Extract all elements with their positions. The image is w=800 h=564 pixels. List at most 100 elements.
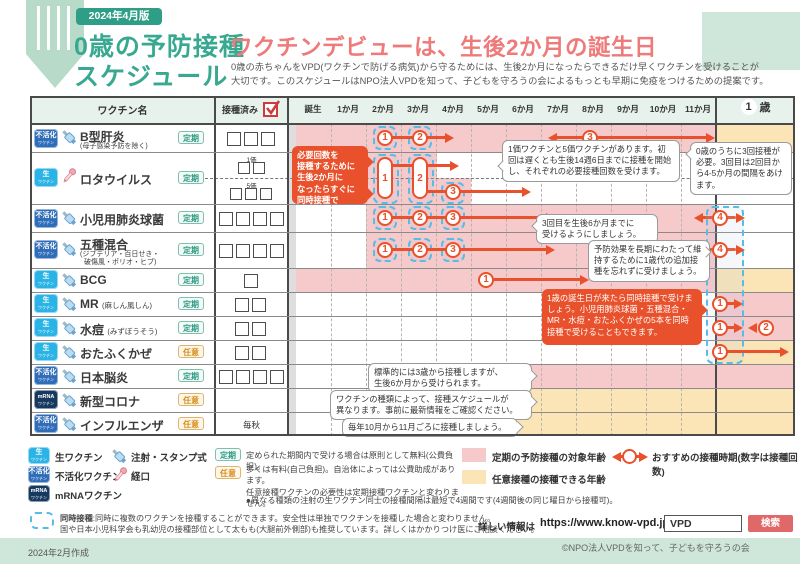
dose-checkbox[interactable] [270,370,284,384]
optional-color-swatch [462,470,486,484]
headline: ワクチンデビューは、生後2か月の誕生日 [230,35,658,60]
dose-checkbox[interactable] [253,244,267,258]
rota-1v-label: 1価 [246,157,257,164]
description: 0歳の赤ちゃんをVPD(ワクチンで防げる病気)から守るためには、生後2か月になっ… [231,62,769,87]
dose-checkbox[interactable] [235,298,249,312]
dose-checkbox[interactable] [252,298,266,312]
vaccine-type-icon: 不活化 ワクチン [34,129,58,148]
dose-checkbox[interactable] [230,188,242,200]
dose-checkbox[interactable] [244,274,258,288]
dose-marker: 3 [445,242,461,258]
search-input[interactable]: VPD [664,515,742,532]
dose-marker: 1 [478,272,494,288]
age-label: 8か月 [582,104,604,114]
dose-checkbox[interactable] [252,322,266,336]
syringe-icon [62,297,77,312]
legend-inactivated-label: 不活化ワクチン [55,472,122,483]
vaccine-name: インフルエンザ [80,419,164,433]
dose-marker: 1 [377,210,393,226]
dose-checkbox[interactable] [236,244,250,258]
dose-checkbox[interactable] [244,132,258,146]
dose-marker: 2 [412,210,428,226]
edition-badge: 2024年4月版 [76,8,162,25]
dose-checkbox[interactable] [219,212,233,226]
vaccine-type-icon: 不活化 ワクチン [34,414,58,433]
dose-checkbox[interactable] [227,132,241,146]
legend-routine-text: 定められた期間内で受ける場合は原則として無料(公費負担)。 [246,451,454,472]
dose-marker: 2 [758,320,774,336]
callout-booster: 予防効果を長期にわたって維持するために1歳代の追加接種を忘れずに受けましょう。 [588,240,710,282]
vaccine-name: MR (麻しん風しん) [80,297,153,311]
search-button[interactable]: 検索 [748,515,793,532]
vaccine-name: B型肝炎 [80,130,125,144]
vaccine-type-icon: 生ワクチン [34,318,58,337]
callout-rota-start: 必要回数を 接種するために 生後2か月に なったらすぐに 同時接種で 受けましょ… [292,146,368,216]
routine-band [506,364,795,388]
dose-checkbox[interactable] [245,188,257,200]
callout-hepb-third: 0歳のうちに3回接種が必要。3回目は2回目から4-5か月の間隔をあけます。 [690,142,792,195]
dose-checkbox[interactable] [270,212,284,226]
dose-checkbox[interactable] [219,370,233,384]
vaccine-type-icon: 不活化 ワクチン [34,209,58,228]
syringe-icon [62,393,77,408]
syringe-icon [62,130,77,145]
dose-marker: 1 [712,296,728,312]
copyright: ©NPO法人VPDを知って、子どもを守ろうの会 [562,543,750,553]
dose-checkbox[interactable] [261,132,275,146]
age-one-year: 1 歳 [716,99,795,115]
dose-checkbox[interactable] [236,212,250,226]
callout-first-birthday: 1歳の誕生日が来たら同時接種で受けましょう。小児用肺炎球菌・五種混合・MR・水痘… [542,289,702,345]
dose-checkbox[interactable] [235,346,249,360]
created-date: 2024年2月作成 [28,548,90,558]
dose-checkbox[interactable] [238,162,250,174]
column-border [287,96,289,436]
optional-band [506,412,795,436]
optional-band [506,388,795,412]
vaccine-name: 小児用肺炎球菌 [80,213,165,227]
routine-badge: 定期 [178,321,204,334]
legend-arrow-label: おすすめの接種時期(数字は接種回数) [652,453,798,478]
routine-badge: 定期 [178,369,204,382]
dropper-icon [114,467,128,482]
syringe-icon [62,417,77,432]
vaccine-name: 日本脳炎 [80,371,129,385]
dose-checkbox[interactable] [253,370,267,384]
flu-autumn-note: 毎秋 [242,420,260,430]
page-title-line2: スケジュール [74,63,229,91]
check-icon [263,100,281,117]
vaccine-name: おたふくかぜ [80,347,153,361]
dose-checkbox[interactable] [236,370,250,384]
pencil-icon [26,0,84,88]
dose-checkbox[interactable] [252,346,266,360]
vaccine-name: BCG [80,273,107,287]
recommended-arrow-icon [612,449,648,464]
age-label: 1か月 [337,104,359,114]
dose-marker: 2 [412,242,428,258]
legend-injection-label: 注射・スタンプ式 [131,453,207,464]
dose-checkbox[interactable] [270,244,284,258]
dose-checkbox[interactable] [235,322,249,336]
dose-checkbox[interactable] [260,188,272,200]
legend-yellow-label: 任意接種の接種できる年齢 [492,475,606,486]
legend-routine-badge: 定期 [215,448,241,461]
footer-strip [0,538,800,564]
age-label: 4か月 [442,104,464,114]
legend-pink-label: 定期の予防接種の対象年齢 [492,453,607,464]
rota-5v-label: 5価 [246,183,257,190]
routine-badge: 定期 [178,273,204,286]
info-url[interactable]: https://www.know-vpd.jp/ [540,517,673,529]
age-label: 6か月 [512,104,534,114]
dose-checkbox[interactable] [253,162,265,174]
syringe-icon [62,321,77,336]
column-header-done: 接種済み [222,105,259,115]
birth-strip [288,124,296,436]
vaccine-note: 破傷風・ポリオ・ヒブ) [84,259,157,266]
dose-checkbox[interactable] [253,212,267,226]
dose-marker: 4 [712,242,728,258]
vaccine-type-icon: 生ワクチン [34,342,58,361]
dose-checkbox[interactable] [219,244,233,258]
dose-marker: 1 [377,157,393,199]
age-label: 2か月 [372,104,394,114]
age-label: 7か月 [547,104,569,114]
